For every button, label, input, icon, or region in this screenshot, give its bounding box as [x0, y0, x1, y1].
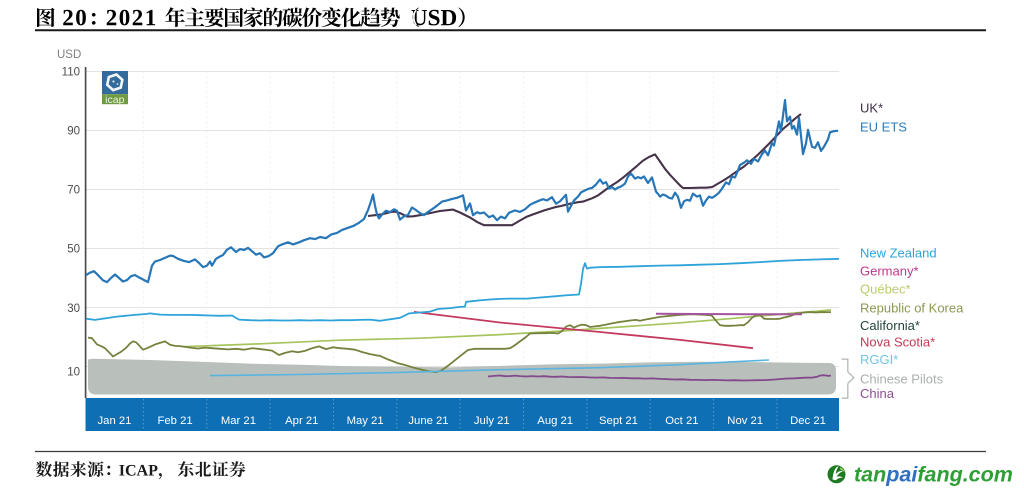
svg-text:RGGI*: RGGI*	[860, 352, 898, 367]
svg-text:Chinese Pilots: Chinese Pilots	[860, 372, 944, 387]
svg-text:70: 70	[67, 185, 80, 197]
svg-text:EU ETS: EU ETS	[860, 120, 907, 135]
svg-text:New Zealand: New Zealand	[860, 246, 937, 261]
svg-text:May 21: May 21	[347, 415, 384, 427]
svg-text:Jan 21: Jan 21	[98, 415, 132, 427]
svg-text:Apr 21: Apr 21	[285, 415, 318, 427]
svg-text:USD: USD	[57, 49, 81, 61]
svg-text:California*: California*	[860, 318, 920, 333]
svg-text:Aug 21: Aug 21	[537, 415, 573, 427]
svg-text:Sept 21: Sept 21	[599, 415, 638, 427]
svg-text:Nov 21: Nov 21	[727, 415, 763, 427]
svg-text:Québec*: Québec*	[860, 282, 911, 297]
svg-text:July 21: July 21	[474, 415, 510, 427]
svg-text:30: 30	[67, 303, 80, 315]
svg-text:Republic of Korea: Republic of Korea	[860, 301, 964, 316]
svg-text:10: 10	[67, 367, 80, 379]
svg-text:China: China	[860, 386, 895, 401]
svg-text:110: 110	[62, 66, 80, 78]
svg-text:Nova Scotia*: Nova Scotia*	[860, 335, 935, 350]
svg-text:90: 90	[67, 126, 80, 138]
svg-text:Oct 21: Oct 21	[665, 415, 698, 427]
svg-text:50: 50	[67, 244, 80, 256]
svg-text:June 21: June 21	[408, 415, 448, 427]
svg-text:Mar 21: Mar 21	[221, 415, 256, 427]
svg-text:Dec 21: Dec 21	[790, 415, 826, 427]
svg-text:icap: icap	[105, 94, 124, 106]
svg-text:Germany*: Germany*	[860, 264, 919, 279]
svg-text:Feb 21: Feb 21	[158, 415, 193, 427]
svg-text:UK*: UK*	[860, 101, 883, 116]
svg-text:tanpaifang.com: tanpaifang.com	[854, 463, 1013, 487]
